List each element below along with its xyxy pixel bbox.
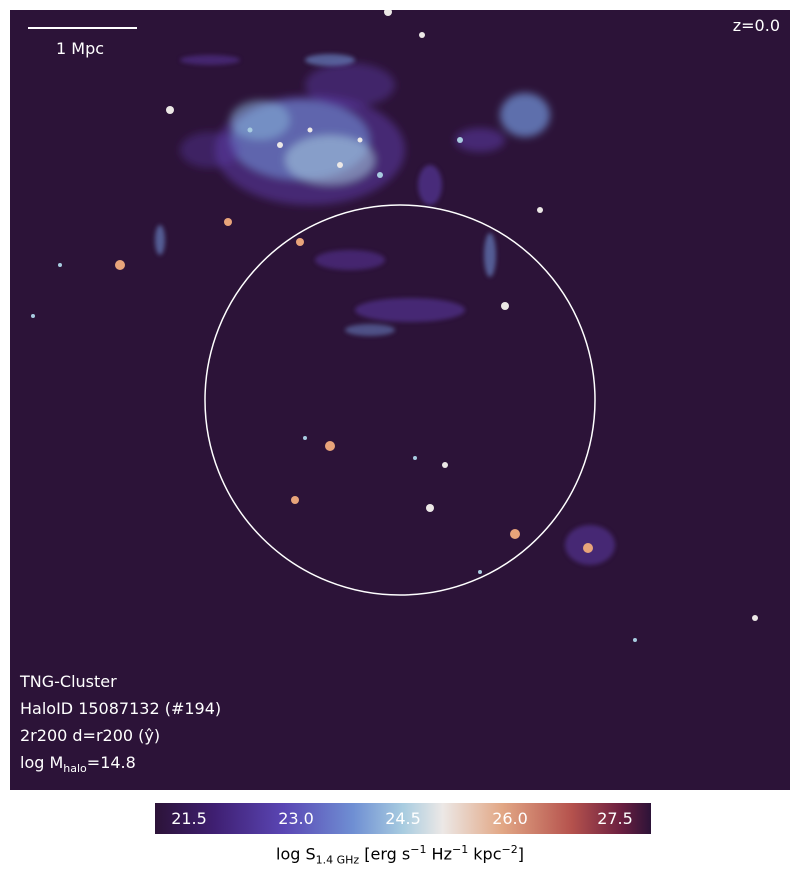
cbar-label-prefix: log S xyxy=(276,844,316,864)
emission-map-svg xyxy=(31,10,758,642)
cbar-exp3: −2 xyxy=(501,843,518,856)
halo-mass-subscript: halo xyxy=(63,762,87,775)
compact-sources xyxy=(31,10,758,642)
filaments xyxy=(155,54,615,565)
cbar-exp1: −1 xyxy=(410,843,427,856)
radio-emission-map: 1 Mpc z=0.0 TNG-Cluster HaloID 15087132 … xyxy=(10,10,790,790)
cbar-exp2: −1 xyxy=(451,843,469,856)
colorbar-tick: 27.5 xyxy=(597,809,633,828)
colorbar-tick: 24.5 xyxy=(385,809,421,828)
colorbar-label: log S1.4 GHz [erg s−1 Hz−1 kpc−2] xyxy=(0,843,800,867)
cbar-label-kpc: kpc xyxy=(468,844,502,864)
halo-mass-value: =14.8 xyxy=(86,752,136,772)
halo-mass-prefix: log M xyxy=(20,752,64,772)
halo-id: HaloID 15087132 (#194) xyxy=(20,698,222,718)
scale-bar-label: 1 Mpc xyxy=(56,39,105,58)
simulation-name: TNG-Cluster xyxy=(20,671,117,691)
cbar-label-units: [erg s xyxy=(359,844,411,864)
colorbar: 21.5 23.0 24.5 26.0 27.5 xyxy=(155,803,651,834)
colorbar-tick: 21.5 xyxy=(171,809,207,828)
redshift-label: z=0.0 xyxy=(732,16,780,35)
r200-circle xyxy=(204,204,596,596)
upper-right-emission-blob xyxy=(455,93,550,152)
colorbar-tick: 26.0 xyxy=(492,809,528,828)
scale-bar xyxy=(28,27,137,29)
cbar-label-close: ] xyxy=(517,844,524,864)
colorbar-tick: 23.0 xyxy=(278,809,314,828)
projection-info: 2r200 d=r200 (ŷ) xyxy=(20,725,161,745)
halo-mass: log Mhalo=14.8 xyxy=(20,749,221,782)
cbar-label-sub: 1.4 GHz xyxy=(315,853,360,867)
upper-left-emission-complex xyxy=(180,63,405,205)
cbar-label-hz: Hz xyxy=(426,844,452,864)
halo-info-block: TNG-Cluster HaloID 15087132 (#194) 2r200… xyxy=(20,668,221,782)
